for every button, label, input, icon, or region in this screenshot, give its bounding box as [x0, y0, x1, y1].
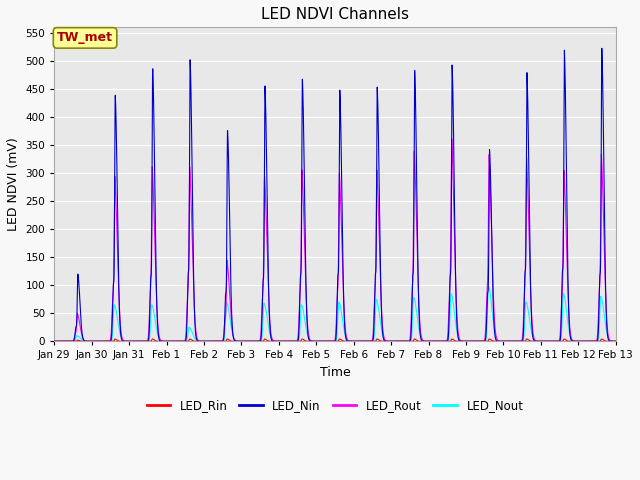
Y-axis label: LED NDVI (mV): LED NDVI (mV) — [7, 137, 20, 231]
Text: TW_met: TW_met — [57, 31, 113, 45]
Legend: LED_Rin, LED_Nin, LED_Rout, LED_Nout: LED_Rin, LED_Nin, LED_Rout, LED_Nout — [142, 394, 528, 417]
X-axis label: Time: Time — [319, 366, 350, 379]
Title: LED NDVI Channels: LED NDVI Channels — [261, 7, 409, 22]
